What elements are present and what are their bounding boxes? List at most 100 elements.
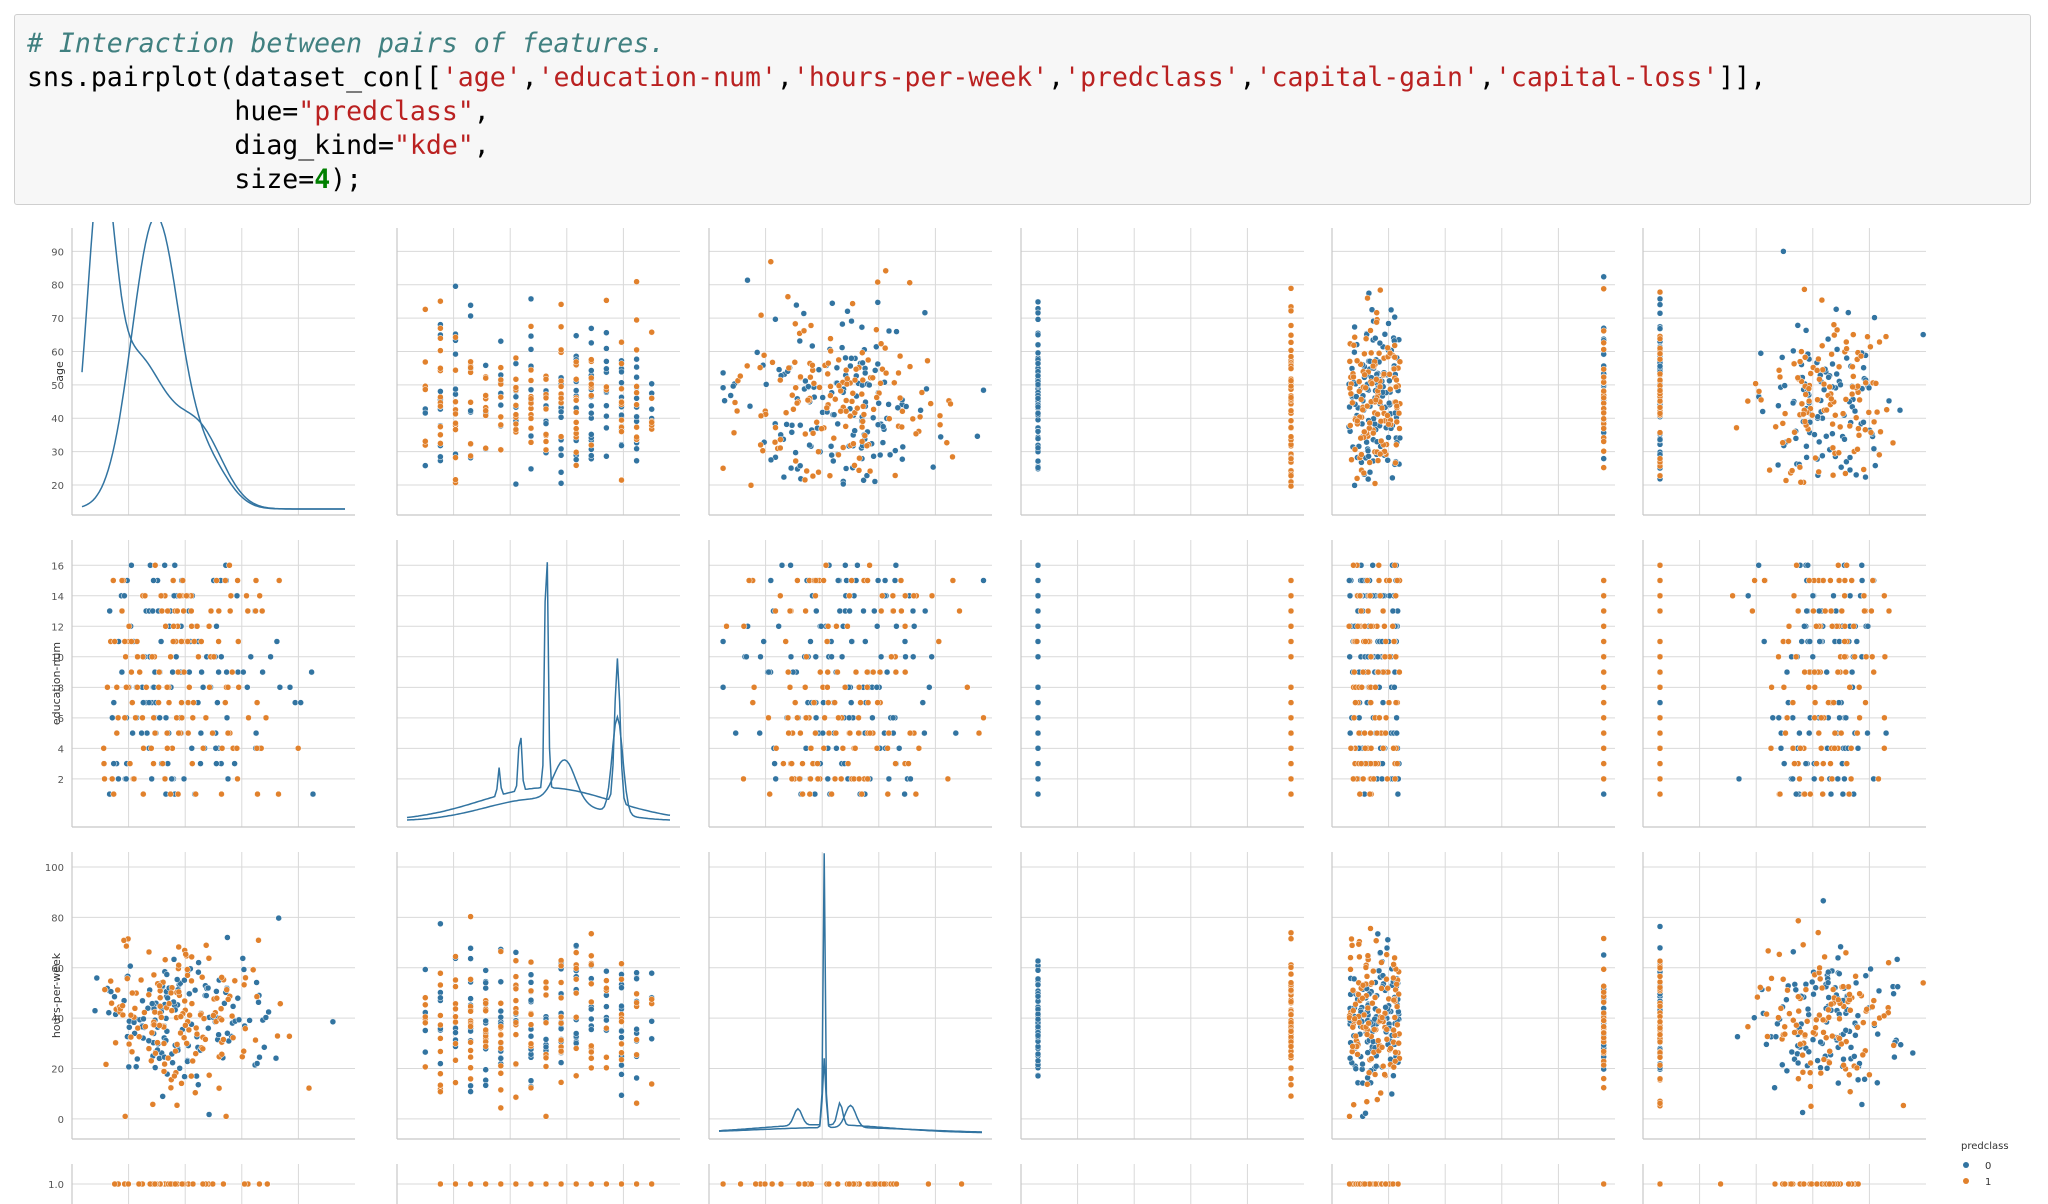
data-point	[1377, 286, 1384, 294]
data-point	[156, 714, 163, 722]
data-point	[437, 1035, 444, 1042]
data-point	[286, 684, 294, 691]
data-point	[1808, 411, 1816, 419]
data-point	[247, 653, 255, 661]
data-point	[1287, 998, 1295, 1005]
y-tick-label: 100	[45, 863, 64, 874]
data-point	[125, 1180, 132, 1188]
data-point	[1346, 577, 1353, 584]
data-point	[155, 668, 163, 676]
data-point	[1853, 638, 1861, 645]
data-point	[835, 451, 842, 459]
data-point	[1034, 1023, 1042, 1031]
data-point	[542, 1054, 550, 1062]
data-point	[888, 653, 895, 661]
data-point	[155, 684, 162, 691]
data-point	[213, 988, 220, 995]
y-axis-label: age	[53, 361, 66, 382]
data-point	[980, 577, 987, 584]
data-point	[1364, 475, 1372, 483]
data-point	[467, 407, 474, 415]
data-point	[136, 668, 143, 676]
data-point	[557, 1013, 565, 1021]
code-cell[interactable]: # Interaction between pairs of features.…	[14, 14, 2031, 205]
data-point	[557, 394, 565, 402]
data-point	[794, 577, 801, 584]
data-point	[482, 362, 489, 369]
data-point	[1847, 775, 1855, 783]
data-point	[807, 775, 814, 783]
data-point	[121, 592, 128, 600]
data-point	[874, 360, 882, 368]
data-point	[791, 359, 799, 366]
data-point	[1790, 347, 1797, 355]
data-point	[1287, 472, 1295, 479]
data-point	[648, 969, 655, 977]
data-point	[588, 1064, 595, 1072]
data-point	[167, 790, 174, 798]
data-point	[1858, 562, 1866, 569]
code-text: ,	[1048, 62, 1065, 93]
data-point	[557, 1036, 565, 1044]
data-point	[842, 354, 849, 362]
data-point	[309, 790, 317, 798]
data-point	[905, 760, 912, 767]
data-point	[1393, 402, 1401, 410]
data-point	[1375, 1007, 1382, 1015]
data-point	[1656, 301, 1664, 308]
data-point	[1817, 745, 1825, 752]
data-point	[834, 577, 842, 584]
data-point	[1350, 1007, 1357, 1014]
data-point	[1600, 339, 1607, 347]
data-point	[1377, 949, 1384, 956]
data-point	[1386, 349, 1394, 357]
data-point	[1346, 358, 1354, 365]
data-point	[1348, 942, 1356, 949]
data-point	[234, 994, 242, 1002]
data-point	[1800, 1180, 1808, 1188]
scatter-series	[1345, 562, 1607, 798]
data-point	[1034, 729, 1042, 737]
code-string: 'capital-gain'	[1255, 62, 1479, 93]
data-point	[1378, 404, 1386, 412]
data-point	[1367, 349, 1375, 357]
data-point	[1034, 775, 1042, 783]
data-point	[1370, 775, 1377, 783]
subplot-r2-c3	[1020, 852, 1304, 1140]
data-point	[1287, 592, 1295, 600]
data-point	[1867, 343, 1874, 351]
data-point	[497, 1013, 505, 1021]
data-point	[1390, 1026, 1397, 1034]
data-point	[842, 423, 849, 430]
data-point	[1387, 306, 1395, 314]
data-point	[633, 383, 640, 390]
data-point	[1852, 1032, 1859, 1039]
data-point	[1801, 418, 1809, 425]
data-point	[777, 436, 784, 443]
data-point	[1859, 1051, 1867, 1059]
data-point	[1358, 451, 1365, 458]
data-point	[1864, 623, 1872, 630]
data-point	[1354, 417, 1361, 425]
subplot-r1-c5	[1642, 540, 1926, 828]
data-point	[802, 377, 809, 385]
data-point	[842, 407, 850, 415]
data-point	[837, 775, 845, 783]
data-point	[818, 425, 825, 432]
data-point	[787, 653, 795, 661]
code-editor[interactable]: # Interaction between pairs of features.…	[27, 27, 2018, 197]
data-point	[864, 356, 872, 364]
data-point	[148, 653, 156, 661]
scatter-series	[719, 1180, 965, 1188]
data-point	[1396, 668, 1403, 676]
data-point	[1390, 974, 1397, 982]
data-point	[195, 653, 202, 661]
data-point	[1846, 1088, 1854, 1095]
data-point	[1856, 990, 1863, 997]
data-point	[1787, 1180, 1795, 1188]
data-point	[1794, 1059, 1802, 1067]
data-point	[1815, 355, 1822, 363]
data-point	[793, 399, 801, 407]
data-point	[1656, 577, 1664, 584]
data-point	[1373, 729, 1381, 737]
